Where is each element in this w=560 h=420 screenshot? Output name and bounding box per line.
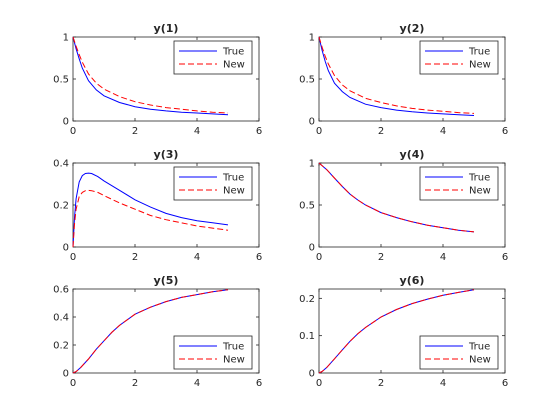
x-tick-label: 4: [194, 252, 200, 263]
x-tick-label: 2: [132, 126, 138, 137]
x-tick-label: 0: [70, 252, 76, 263]
y-tick-label: 0.2: [299, 294, 315, 305]
subplot-2: 0 2 4 6 0 0.5 1 y(2) True New: [299, 22, 508, 137]
legend-label-true: True: [222, 342, 244, 353]
subplot-title: y(3): [154, 148, 179, 161]
x-tick-label: 2: [132, 378, 138, 389]
x-tick-label: 0: [70, 126, 76, 137]
x-tick-label: 6: [502, 378, 508, 389]
x-tick-label: 0: [316, 126, 322, 137]
subplot-3: 0 2 4 6 0 0.2 0.4 y(3) True New: [53, 148, 262, 263]
y-tick-label: 0.4: [53, 313, 69, 324]
y-tick-label: 0: [309, 369, 315, 380]
legend: True New: [173, 166, 253, 201]
x-tick-label: 4: [194, 126, 200, 137]
legend-label-new: New: [469, 60, 491, 71]
subplot-title: y(6): [400, 274, 425, 287]
subplot-1: 0 2 4 6 0 0.5 1 y(1) True New: [53, 22, 262, 137]
legend-label-new: New: [223, 186, 245, 197]
x-tick-label: 4: [440, 378, 446, 389]
series-line-new: [318, 289, 475, 374]
x-tick-label: 2: [378, 126, 384, 137]
y-tick-label: 0.5: [299, 201, 315, 212]
x-tick-label: 6: [256, 252, 262, 263]
legend: True New: [419, 335, 499, 370]
legend: True New: [173, 335, 253, 370]
series-line-new: [318, 162, 475, 233]
x-tick-label: 6: [256, 126, 262, 137]
x-tick-label: 2: [132, 252, 138, 263]
subplot-title: y(2): [400, 22, 425, 35]
legend: True New: [419, 166, 499, 201]
legend-label-true: True: [222, 173, 244, 184]
y-tick-label: 0: [63, 117, 69, 128]
y-tick-label: 1: [309, 159, 315, 170]
legend-label-true: True: [222, 47, 244, 58]
legend-label-true: True: [468, 47, 490, 58]
x-tick-label: 4: [440, 126, 446, 137]
x-tick-label: 6: [256, 378, 262, 389]
y-tick-label: 0.6: [53, 285, 69, 296]
legend-box: [173, 40, 253, 75]
x-tick-label: 2: [378, 378, 384, 389]
series-line-new: [72, 36, 229, 114]
series-line-true: [72, 36, 229, 116]
y-tick-label: 0.2: [53, 201, 69, 212]
y-tick-label: 0: [63, 243, 69, 254]
legend: True New: [419, 40, 499, 75]
series-line-new: [318, 36, 475, 114]
x-tick-label: 0: [70, 378, 76, 389]
series-line-true: [318, 36, 475, 116]
x-tick-label: 6: [502, 252, 508, 263]
subplot-5: 0 2 4 6 0 0.2 0.4 0.6 y(5) True New: [53, 274, 262, 389]
y-tick-label: 0.1: [299, 331, 315, 342]
x-tick-label: 0: [316, 378, 322, 389]
series-line-new: [72, 189, 229, 248]
subplot-6: 0 2 4 6 0 0.1 0.2 y(6) True New: [299, 274, 508, 389]
y-tick-label: 0: [309, 243, 315, 254]
legend-label-true: True: [468, 342, 490, 353]
y-tick-label: 0: [309, 117, 315, 128]
y-tick-label: 1: [63, 33, 69, 44]
legend-label-true: True: [468, 173, 490, 184]
subplot-title: y(5): [154, 274, 179, 287]
y-tick-label: 1: [309, 33, 315, 44]
y-tick-label: 0.5: [299, 75, 315, 86]
legend-box: [419, 166, 499, 201]
series-line-new: [72, 289, 229, 374]
y-tick-label: 0.4: [53, 159, 69, 170]
legend-label-new: New: [223, 355, 245, 366]
legend: True New: [173, 40, 253, 75]
legend-label-new: New: [223, 60, 245, 71]
x-tick-label: 0: [316, 252, 322, 263]
x-tick-label: 4: [194, 378, 200, 389]
y-tick-label: 0.2: [53, 341, 69, 352]
x-tick-label: 6: [502, 126, 508, 137]
x-tick-label: 4: [440, 252, 446, 263]
legend-label-new: New: [469, 355, 491, 366]
subplot-title: y(1): [154, 22, 179, 35]
series-line-true: [72, 172, 229, 248]
x-tick-label: 2: [378, 252, 384, 263]
subplot-title: y(4): [400, 148, 425, 161]
legend-label-new: New: [469, 186, 491, 197]
legend-box: [419, 40, 499, 75]
legend-box: [419, 335, 499, 370]
y-tick-label: 0.5: [53, 75, 69, 86]
subplot-4: 0 2 4 6 0 0.5 1 y(4) True New: [299, 148, 508, 263]
legend-box: [173, 166, 253, 201]
y-tick-label: 0: [63, 369, 69, 380]
legend-box: [173, 335, 253, 370]
